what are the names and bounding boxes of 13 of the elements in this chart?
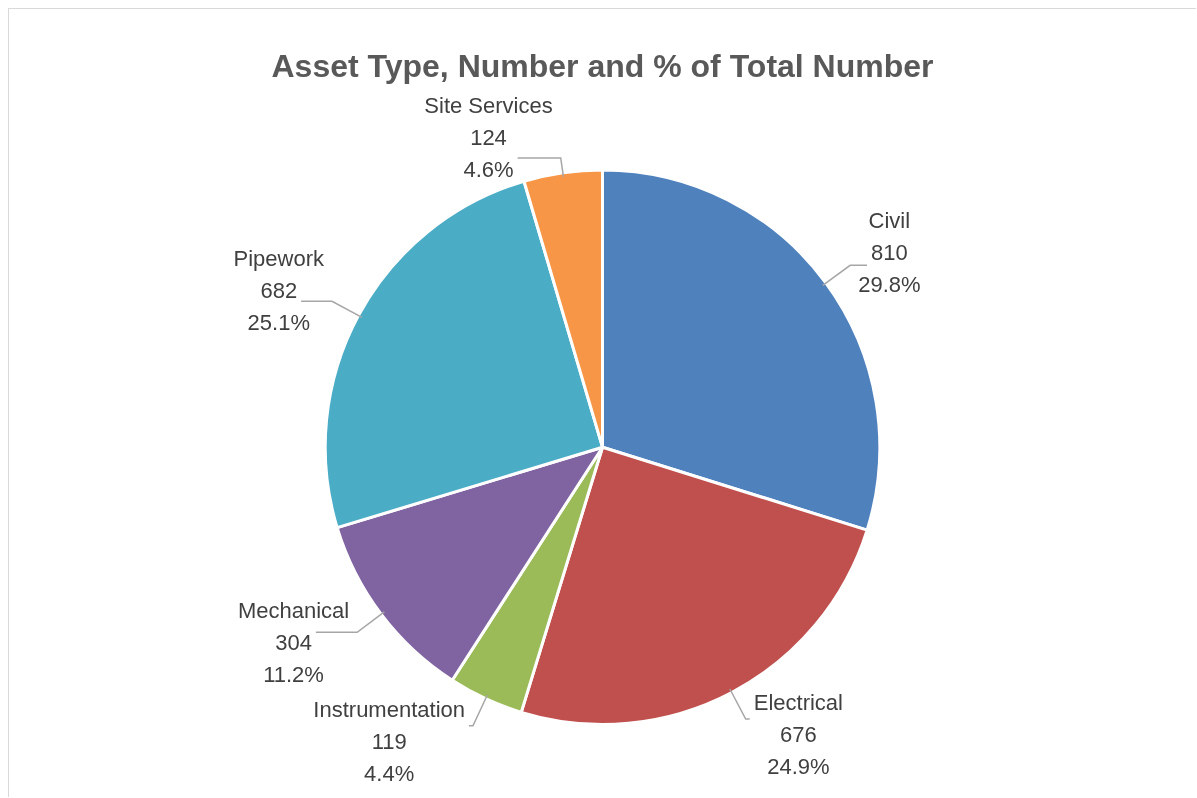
data-label: 810 29.8%: [858, 239, 921, 297]
slice-label: Civil: [868, 207, 911, 233]
data-label: 124 4.6%: [463, 124, 514, 182]
data-label: 682 25.1%: [247, 278, 310, 336]
slice-label: Instrumentation: [313, 697, 465, 723]
slice-label: Site Services: [424, 92, 553, 118]
slice-label: Pipework: [233, 246, 326, 272]
chart-title: Asset Type, Number and % of Total Number: [271, 48, 934, 85]
data-label: 676 24.9%: [767, 722, 830, 780]
data-label: 304 11.2%: [263, 629, 324, 687]
slice-label: Electrical: [753, 690, 843, 716]
slice-label: Mechanical: [237, 597, 350, 623]
data-label: 119 4.4%: [364, 729, 415, 787]
